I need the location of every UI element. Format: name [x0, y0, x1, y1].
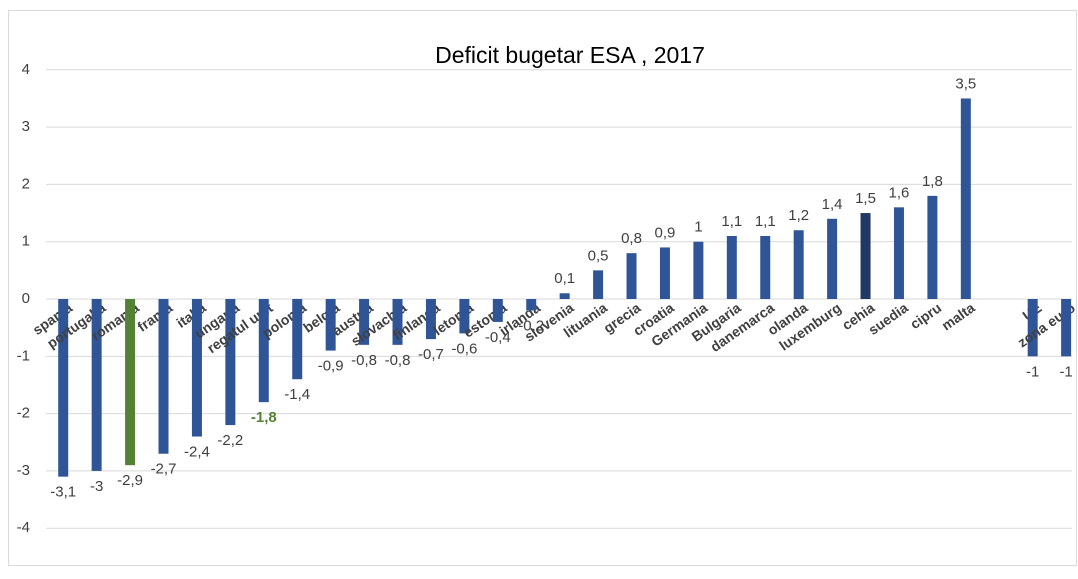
bar [1061, 299, 1072, 357]
y-tick-label: 3 [22, 118, 30, 135]
bar [793, 230, 804, 300]
y-tick-label: -3 [17, 462, 30, 479]
x-tick-label: cipru [907, 299, 944, 332]
bar [425, 299, 436, 340]
y-tick-label: 1 [22, 233, 30, 250]
chart-border [8, 10, 1077, 566]
bar [726, 235, 737, 300]
value-label: 1,8 [922, 173, 943, 190]
y-tick-label: -1 [17, 347, 30, 364]
bar [459, 299, 470, 334]
y-tick-label: 0 [22, 290, 30, 307]
value-label: 3,5 [955, 75, 976, 92]
value-label: -2,2 [217, 432, 243, 449]
bar [559, 293, 570, 300]
value-label: -2,4 [184, 444, 210, 461]
bar [292, 299, 303, 380]
bar [626, 253, 637, 300]
value-label: -0,2 [518, 317, 544, 334]
bar [225, 299, 236, 426]
chart-title: Deficit bugetar ESA , 2017 [435, 42, 705, 68]
value-label: -0,7 [418, 346, 444, 363]
bar [526, 299, 537, 311]
value-label: 0,1 [554, 270, 575, 287]
bar [492, 299, 503, 322]
bar [91, 299, 102, 471]
value-label: -0,8 [385, 352, 411, 369]
value-label: -1,8 [251, 409, 277, 426]
bar [659, 247, 670, 300]
value-label: 1,5 [855, 190, 876, 207]
y-tick-label: 4 [22, 61, 30, 78]
x-tick-label: malta [939, 299, 978, 333]
bar [960, 98, 971, 300]
value-label: 0,8 [621, 230, 642, 247]
value-label: 0,9 [655, 224, 676, 241]
value-label: 1,2 [788, 207, 809, 224]
bar [693, 241, 704, 300]
value-label: -2,9 [117, 472, 143, 489]
bar [158, 299, 169, 454]
bar [58, 299, 69, 477]
bar [359, 299, 370, 345]
value-label: 1,4 [822, 196, 843, 213]
value-label: 1 [694, 219, 702, 236]
bar [827, 218, 838, 300]
value-label: -3,1 [50, 484, 76, 501]
value-label: -0,4 [485, 329, 511, 346]
value-label: -1 [1026, 363, 1039, 380]
value-label: -3 [90, 478, 103, 495]
bar [125, 299, 136, 466]
value-label: -0,6 [451, 340, 477, 357]
value-label: -2,7 [151, 461, 177, 478]
value-label: 1,1 [721, 213, 742, 230]
value-label: -1 [1059, 363, 1072, 380]
value-label: -0,8 [351, 352, 377, 369]
x-tick-label: franta [134, 299, 175, 335]
bar [860, 213, 871, 300]
y-tick-label: -4 [17, 519, 30, 536]
bar [593, 270, 604, 300]
y-tick-label: -2 [17, 405, 30, 422]
value-label: 1,1 [755, 213, 776, 230]
bar [191, 299, 202, 437]
bar [1027, 299, 1038, 357]
value-label: -1,4 [284, 386, 310, 403]
bar [258, 299, 269, 403]
value-label: 0,5 [588, 247, 609, 264]
bar [760, 235, 771, 300]
bar [392, 299, 403, 345]
y-tick-label: 2 [22, 175, 30, 192]
bar [927, 195, 938, 300]
value-label: 1,6 [889, 184, 910, 201]
value-label: -0,9 [318, 358, 344, 375]
bar [893, 207, 904, 300]
bar [325, 299, 336, 351]
